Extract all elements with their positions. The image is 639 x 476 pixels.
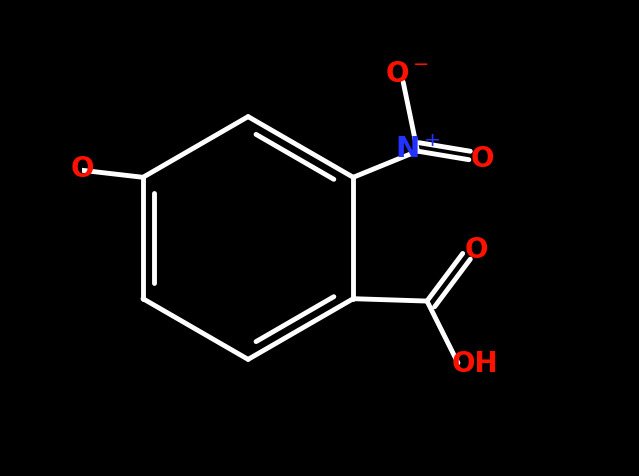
Text: O: O [70, 155, 94, 183]
Text: O: O [465, 236, 488, 264]
Text: O: O [470, 145, 494, 173]
Text: N$^+$: N$^+$ [395, 136, 440, 164]
Text: O$^-$: O$^-$ [385, 60, 429, 88]
Text: OH: OH [451, 350, 498, 378]
